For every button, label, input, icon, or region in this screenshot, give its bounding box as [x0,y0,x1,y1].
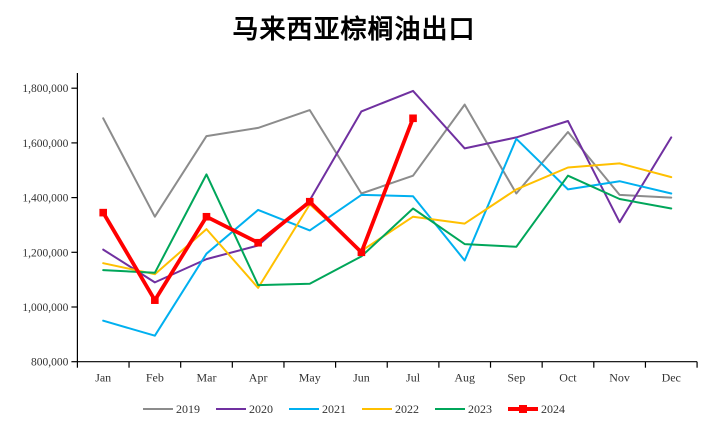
series-line-2020 [102,89,673,284]
legend-label-2021: 2021 [322,401,346,416]
legend-line-icon [216,408,246,410]
x-axis-label: Jun [353,371,370,385]
x-axis-label: May [299,371,321,385]
series-marker-2024 [357,248,366,257]
chart-legend: 2019 2020 2021 2022 2023 2024 [0,399,708,419]
y-axis-label: 1,400,000 [22,193,68,205]
x-axis-label: Mar [196,371,216,385]
legend-line-icon [435,408,465,410]
legend-square-marker-icon [519,405,527,413]
legend-swatch-2023 [435,400,465,418]
y-axis-label: 800,000 [31,357,69,369]
legend-swatch-2022 [362,400,392,418]
legend-label-2023: 2023 [468,401,492,416]
legend-item-2023: 2023 [435,400,492,418]
series-line-2023 [102,173,673,287]
legend-swatch-2021 [289,400,319,418]
legend-swatch-2020 [216,400,246,418]
series-marker-2024 [305,197,314,206]
series-marker-2024 [409,114,417,123]
legend-item-2019: 2019 [143,400,200,418]
legend-line-icon [289,408,319,410]
x-axis-label: Apr [249,371,268,385]
legend-label-2019: 2019 [176,401,200,416]
y-axis-label: 1,200,000 [22,247,68,259]
x-axis-label: Jul [406,371,421,385]
chart-title: 马来西亚棕榈油出口 [232,15,476,44]
series-marker-2024 [99,208,107,217]
y-axis-label: 1,000,000 [22,302,68,314]
legend-swatch-2019 [143,400,173,418]
y-axis-label: 1,600,000 [22,138,68,150]
x-axis-label: Dec [662,371,681,385]
y-axis-label: 1,800,000 [22,83,68,95]
x-axis-label: Jan [95,371,111,385]
series-marker-2024 [254,238,262,247]
legend-line-icon [143,408,173,410]
series-marker-2024 [151,296,159,304]
legend-item-2020: 2020 [216,400,273,418]
legend-label-2022: 2022 [395,401,419,416]
series-line-2019 [102,103,673,218]
x-axis-label: Feb [146,371,164,385]
legend-label-2020: 2020 [249,401,273,416]
legend-item-2024: 2024 [508,400,565,418]
series-line-2021 [102,137,673,337]
legend-item-2022: 2022 [362,400,419,418]
x-axis-label: Oct [559,371,577,385]
legend-label-2024: 2024 [541,401,565,416]
x-axis-label: Nov [609,371,630,385]
series-marker-2024 [202,212,211,221]
legend-swatch-2024 [508,400,538,418]
legend-line-icon [362,408,392,410]
x-axis-label: Sep [507,371,525,385]
legend-item-2021: 2021 [289,400,346,418]
x-axis-label: Aug [454,371,475,385]
